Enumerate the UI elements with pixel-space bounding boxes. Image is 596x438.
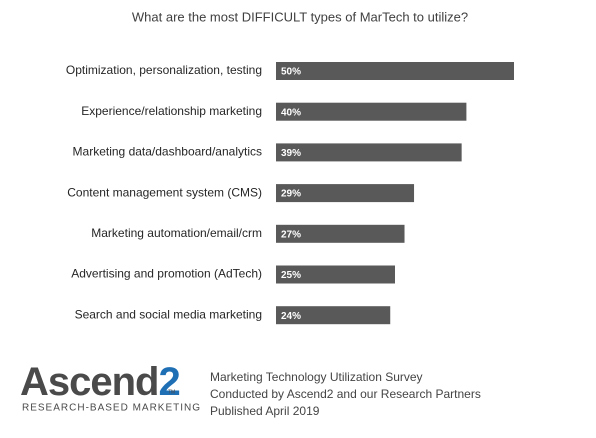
value-label: 25% <box>281 270 301 281</box>
bar <box>276 102 467 121</box>
chart-title: What are the most DIFFICULT types of Mar… <box>132 9 468 24</box>
value-label: 27% <box>281 229 301 240</box>
footer-line: Published April 2019 <box>210 404 320 418</box>
category-label: Marketing automation/email/crm <box>91 226 262 240</box>
category-label: Advertising and promotion (AdTech) <box>71 267 262 281</box>
value-label: 24% <box>281 311 301 322</box>
trademark: TM <box>168 389 175 395</box>
value-label: 50% <box>281 67 301 78</box>
bar <box>276 62 514 80</box>
bar <box>276 306 391 325</box>
value-label: 39% <box>281 148 301 159</box>
logo: Ascend2 <box>20 360 180 404</box>
footer-line: Marketing Technology Utilization Survey <box>210 370 423 384</box>
category-label: Content management system (CMS) <box>67 185 262 199</box>
bar <box>276 224 405 243</box>
category-label: Search and social media marketing <box>75 307 262 321</box>
logo-accent: 2 <box>159 360 180 404</box>
value-label: 29% <box>281 189 301 200</box>
category-label: Marketing data/dashboard/analytics <box>73 145 262 159</box>
logo-text: Ascend <box>20 360 159 404</box>
bar <box>276 184 415 203</box>
logo-tagline: RESEARCH-BASED MARKETING <box>22 403 201 414</box>
value-label: 40% <box>281 107 301 118</box>
bar <box>276 143 462 162</box>
category-label: Optimization, personalization, testing <box>66 63 262 77</box>
bar <box>276 265 395 284</box>
footer-line: Conducted by Ascend2 and our Research Pa… <box>210 387 481 401</box>
category-label: Experience/relationship marketing <box>81 104 262 118</box>
